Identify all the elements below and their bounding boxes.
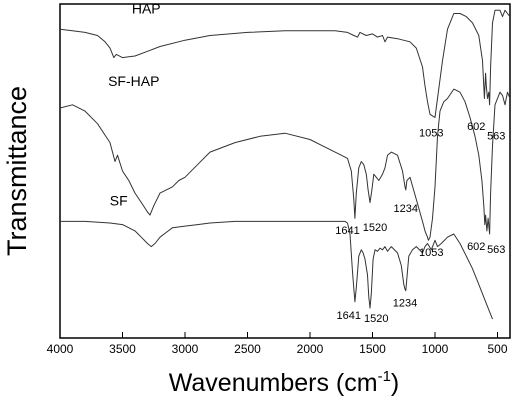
series-label-sf: SF: [110, 193, 128, 209]
peak-label-sf-1520: 1520: [364, 313, 388, 325]
series-line-sf-hap: [59, 88, 511, 241]
peak-label-sf-hap-563: 563: [487, 244, 505, 256]
peak-label-sf-1641: 1641: [337, 310, 361, 322]
series-label-sf-hap: SF-HAP: [108, 73, 159, 89]
x-tick-label-4000: 4000: [47, 342, 74, 356]
plot-frame: [59, 3, 511, 339]
peak-label-sf-1234: 1234: [393, 297, 417, 309]
series-label-hap: HAP: [132, 0, 161, 16]
peak-label-sf-hap-1520: 1520: [363, 222, 387, 234]
x-tick-label-1000: 1000: [422, 342, 449, 356]
y-axis-title: Transmittance: [2, 86, 32, 256]
peak-label-hap-563: 563: [487, 130, 505, 142]
series-line-sf: [60, 220, 493, 320]
x-axis-title-end: ): [391, 369, 399, 397]
x-tick-label-3000: 3000: [172, 342, 199, 356]
x-axis-ticks: 4000 3500 3000 2500 2000 1500 1000 500: [47, 332, 508, 356]
peak-label-sf-hap-1641: 1641: [335, 225, 359, 237]
x-tick-label-2500: 2500: [234, 342, 261, 356]
x-tick-label-500: 500: [487, 342, 507, 356]
x-tick-label-3500: 3500: [109, 342, 136, 356]
peak-label-hap-1053: 1053: [419, 127, 443, 139]
x-tick-label-1500: 1500: [359, 342, 386, 356]
x-axis-title-superscript: -1: [378, 368, 391, 385]
x-axis-title-main: Wavenumbers (cm: [169, 369, 378, 397]
series-line-hap: [59, 9, 511, 118]
series-layer: [59, 9, 511, 320]
peak-label-hap-602: 602: [467, 121, 485, 133]
x-axis-title: Wavenumbers (cm-1): [169, 368, 400, 397]
peak-label-sf-hap-1053: 1053: [419, 247, 443, 259]
peak-label-sf-hap-602: 602: [467, 241, 485, 253]
peak-label-sf-hap-1234: 1234: [394, 203, 418, 215]
x-tick-label-2000: 2000: [297, 342, 324, 356]
